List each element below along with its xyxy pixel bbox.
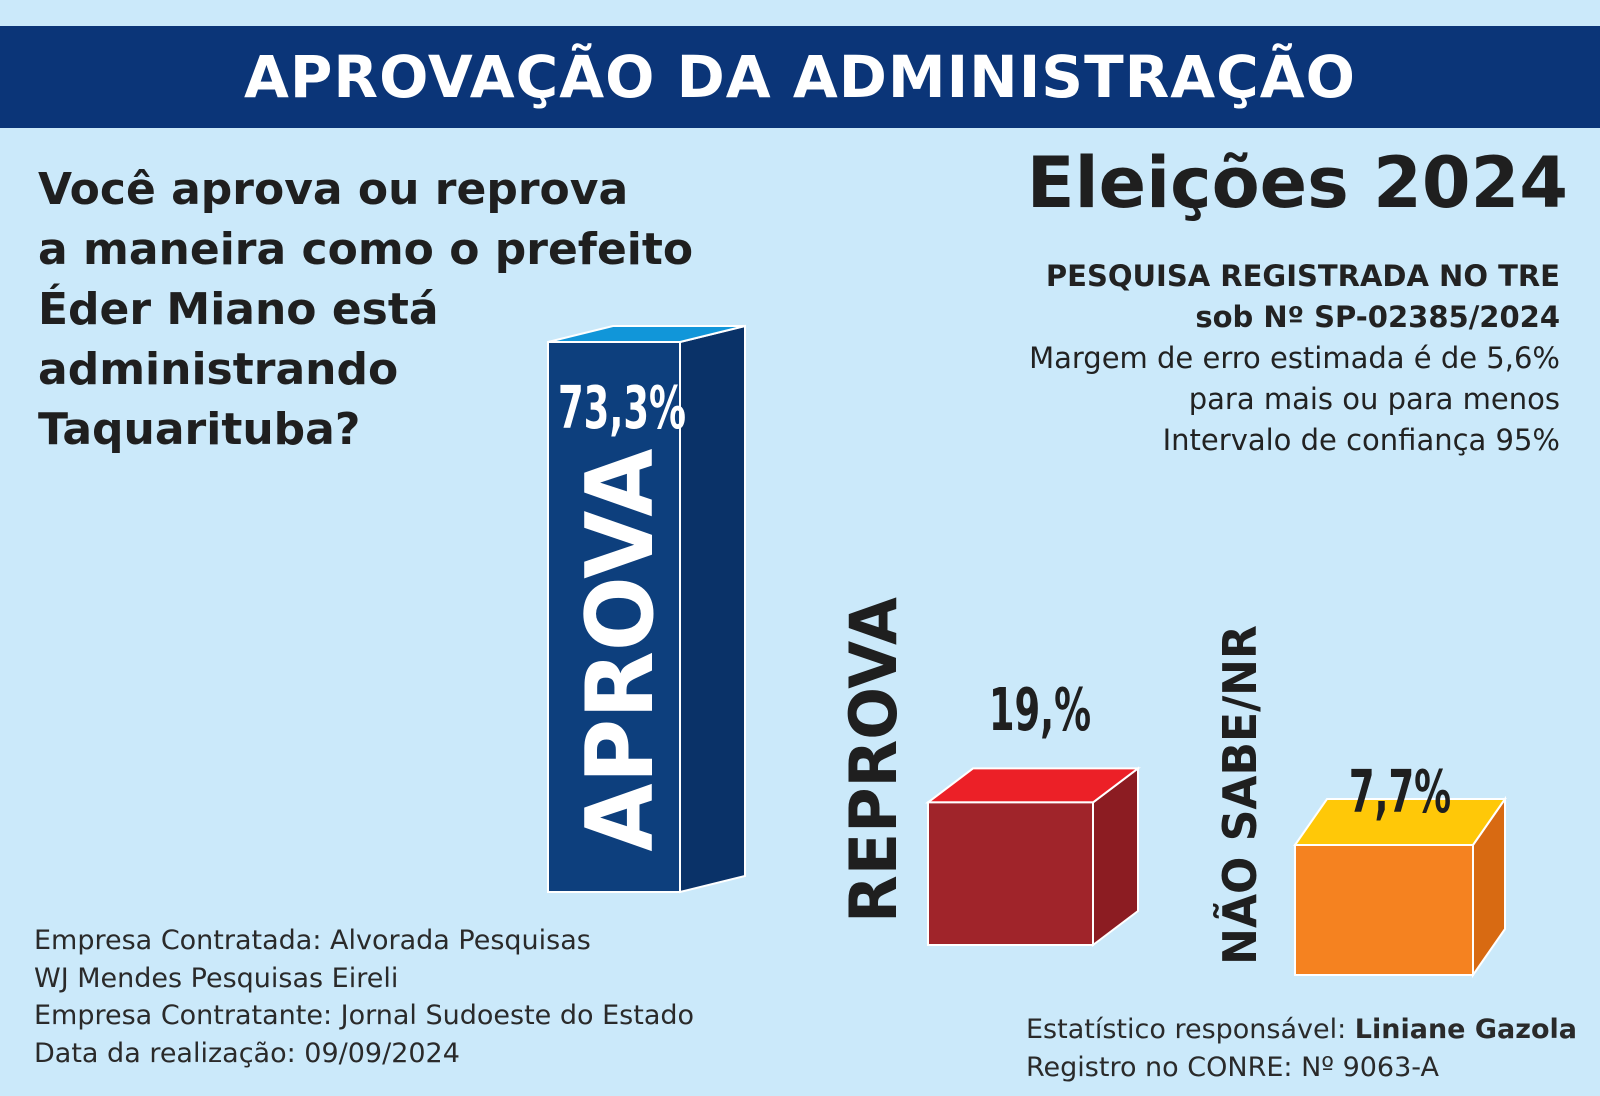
page-title: APROVAÇÃO DA ADMINISTRAÇÃO xyxy=(244,43,1356,111)
registration-line: PESQUISA REGISTRADA NO TRE xyxy=(1045,259,1560,293)
contracted-company-name: WJ Mendes Pesquisas Eireli xyxy=(34,962,399,994)
category-label-2: NÃO SABE/NR xyxy=(1213,625,1267,965)
statistician-name: Liniane Gazola xyxy=(1354,1014,1578,1045)
value-label-0: 73,3% xyxy=(558,373,686,442)
contracted-company: Empresa Contratada: Alvorada Pesquisas xyxy=(34,925,591,956)
survey-date: Data da realização: 09/09/2024 xyxy=(34,1037,460,1069)
bar-1 xyxy=(927,801,1094,946)
bar-0 xyxy=(547,341,681,893)
confidence-interval: Intervalo de confiança 95% xyxy=(1162,423,1560,457)
title-banner: APROVAÇÃO DA ADMINISTRAÇÃO xyxy=(0,26,1600,128)
registration-info: PESQUISA REGISTRADA NO TRE sob Nº SP-023… xyxy=(1029,256,1560,461)
margin-of-error: Margem de erro estimada é de 5,6% xyxy=(1029,341,1560,375)
category-label-0: APROVA xyxy=(567,448,675,851)
survey-question: Você aprova ou reprova a maneira como o … xyxy=(38,164,694,455)
elections-title: Eleições 2024 xyxy=(1026,142,1568,224)
value-label-2: 7,7% xyxy=(1349,757,1451,826)
category-label-1: REPROVA xyxy=(836,597,912,923)
value-label-1: 19,% xyxy=(989,675,1091,744)
methodology-footer: Empresa Contratada: Alvorada Pesquisas W… xyxy=(34,922,694,1072)
bar-2 xyxy=(1294,844,1474,976)
bar-side-0 xyxy=(679,324,746,894)
statistician-label: Estatístico responsável: xyxy=(1026,1014,1355,1045)
contracting-company: Empresa Contratante: Jornal Sudoeste do … xyxy=(34,1000,695,1031)
registration-number: sob Nº SP-02385/2024 xyxy=(1195,300,1560,334)
conre-registry: Registro no CONRE: Nº 9063-A xyxy=(1026,1051,1439,1083)
margin-of-error-note: para mais ou para menos xyxy=(1188,382,1560,416)
statistician-footer: Estatístico responsável: Liniane Gazola … xyxy=(1026,1011,1577,1086)
